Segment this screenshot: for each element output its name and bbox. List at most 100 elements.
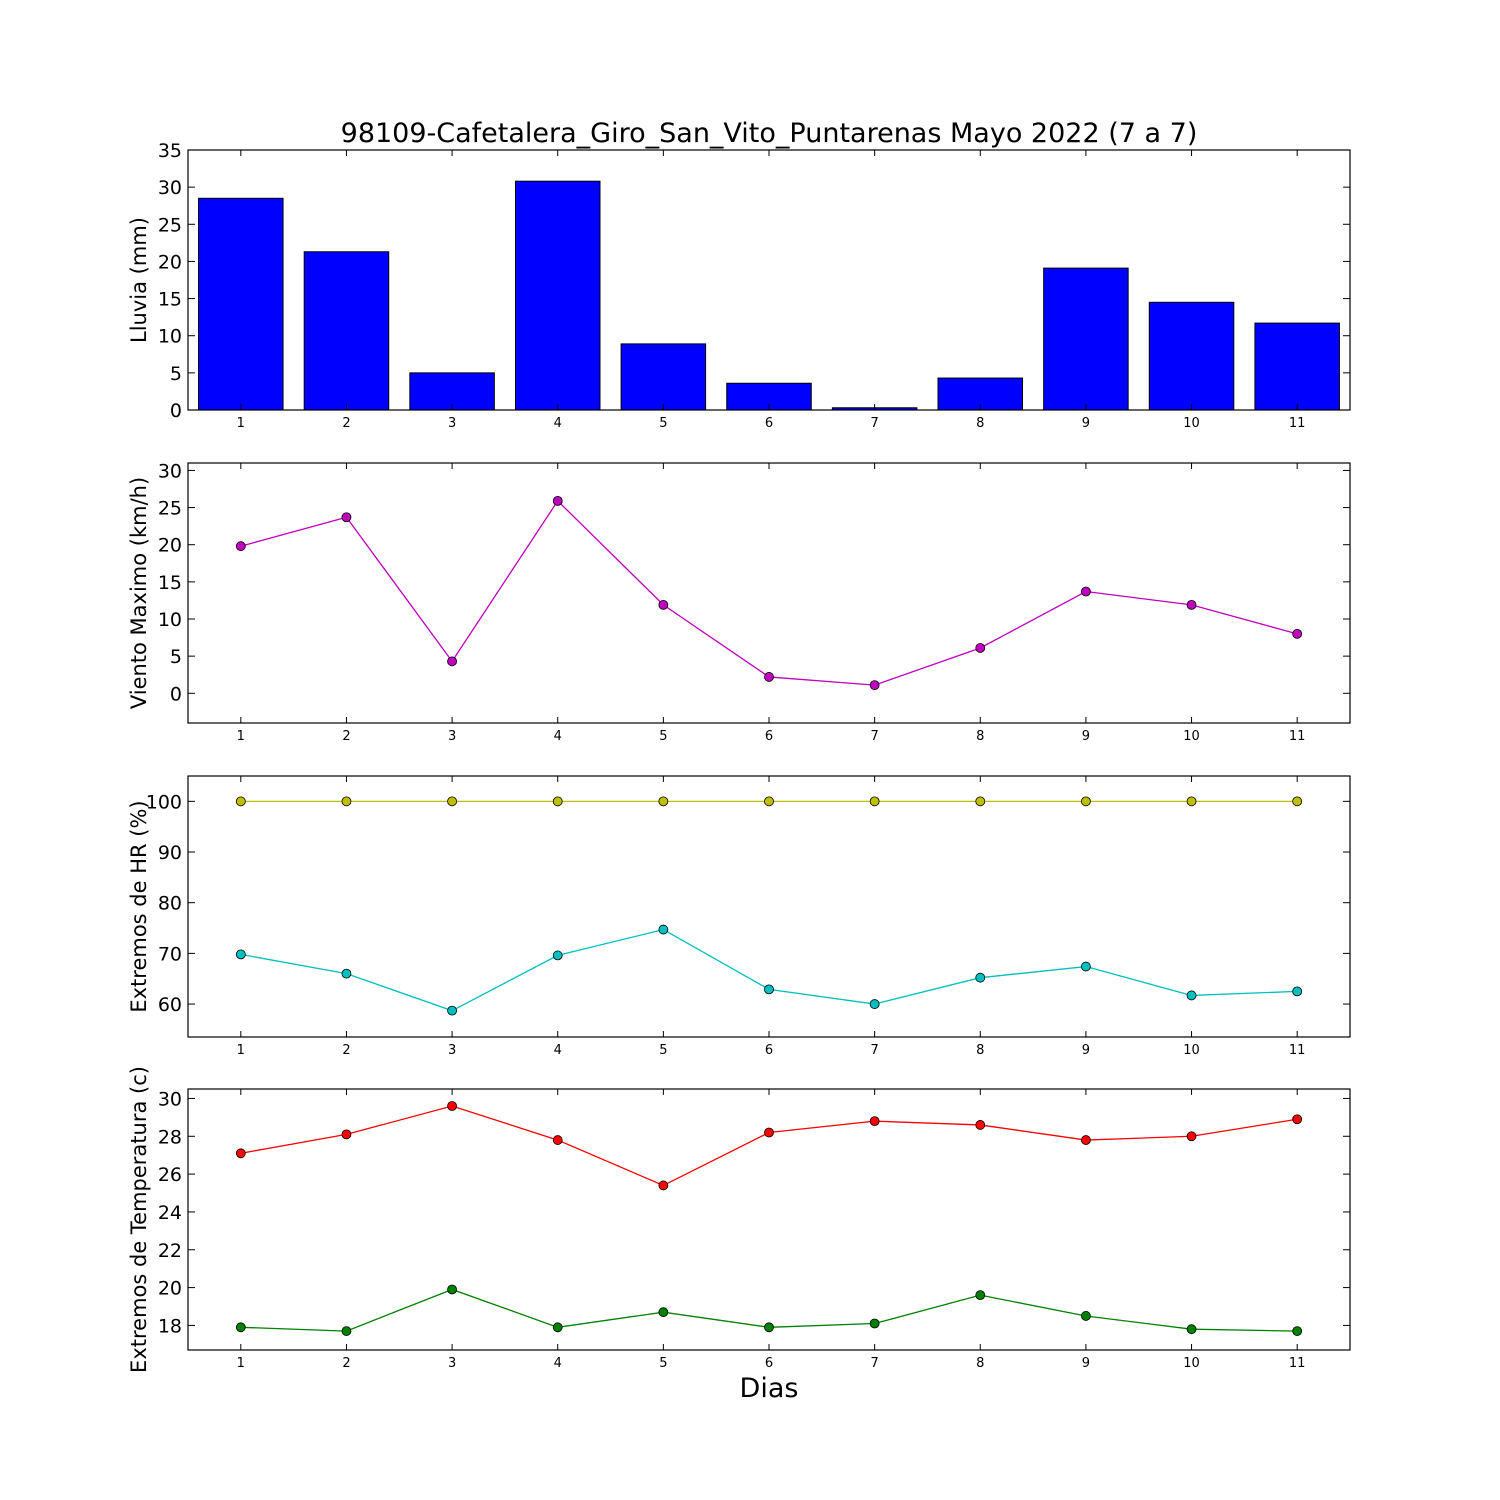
data-point-1-5 xyxy=(658,1307,669,1318)
data-point-1-7 xyxy=(869,1318,880,1329)
x-tick-label: 7 xyxy=(870,1356,878,1371)
y-tick-label: 30 xyxy=(158,177,182,199)
x-tick-label: 9 xyxy=(1082,1356,1090,1371)
x-tick-label: 8 xyxy=(976,1043,984,1058)
x-tick-label: 8 xyxy=(976,416,984,431)
data-point-1-10 xyxy=(1186,1324,1197,1335)
data-point-1-6 xyxy=(764,984,774,995)
data-point-0-7 xyxy=(869,1116,880,1127)
bar-day-4 xyxy=(514,180,601,411)
data-point-0-6 xyxy=(764,796,774,807)
data-point-0-11 xyxy=(1292,628,1303,639)
y-axis-label: Lluvia (mm) xyxy=(127,217,151,343)
bar-day-5 xyxy=(620,343,707,411)
panel-rainfall: 0 5 10 15 20 25 30 35 1 2 3 4 5 6 7 8 9 10 11 Lluvia (mm) xyxy=(127,140,1351,431)
panel-wind: 0 5 10 15 20 25 30 1 2 3 4 5 6 7 8 9 10 11 Viento Maximo (… xyxy=(127,460,1351,744)
panel-temperature: 18 20 22 24 26 28 30 1 2 3 4 5 6 7 8 9 10 11 Extremos de T… xyxy=(127,1066,1351,1373)
data-point-0-5 xyxy=(658,796,669,807)
x-tick-label: 6 xyxy=(765,729,773,744)
data-point-0-9 xyxy=(1081,1135,1091,1145)
y-tick-label: 80 xyxy=(158,893,182,915)
x-tick-label: 11 xyxy=(1289,1043,1306,1058)
data-point-0-5 xyxy=(658,599,669,610)
x-tick-label: 3 xyxy=(448,1356,456,1371)
data-point-0-10 xyxy=(1186,599,1197,610)
x-tick-label: 3 xyxy=(448,729,456,744)
x-tick-label: 1 xyxy=(237,729,245,744)
data-point-1-2 xyxy=(341,1326,352,1336)
data-point-1-4 xyxy=(552,950,563,961)
y-tick-label: 70 xyxy=(158,943,182,965)
x-tick-label: 7 xyxy=(870,729,878,744)
y-axis-label: Extremos de HR (%) xyxy=(127,800,151,1012)
data-point-0-7 xyxy=(869,680,880,691)
y-tick-label: 20 xyxy=(158,535,182,557)
x-tick-label: 10 xyxy=(1183,1356,1200,1371)
data-point-1-3 xyxy=(447,1284,457,1295)
data-point-0-8 xyxy=(975,643,986,653)
y-tick-label: 20 xyxy=(158,1278,182,1300)
data-point-0-10 xyxy=(1186,796,1197,807)
data-point-1-9 xyxy=(1081,961,1091,972)
x-tick-label: 9 xyxy=(1082,416,1090,431)
data-point-0-4 xyxy=(552,1135,563,1145)
data-point-0-3 xyxy=(447,1101,457,1111)
x-tick-label: 2 xyxy=(342,1356,350,1371)
y-tick-label: 24 xyxy=(158,1202,182,1224)
data-point-0-9 xyxy=(1081,586,1091,597)
x-tick-label: 9 xyxy=(1082,729,1090,744)
x-tick-label: 2 xyxy=(342,1043,350,1058)
y-tick-label: 0 xyxy=(170,683,182,705)
data-point-1-8 xyxy=(975,972,986,983)
y-tick-label: 15 xyxy=(158,572,182,594)
x-tick-label: 3 xyxy=(448,416,456,431)
x-tick-label: 4 xyxy=(554,416,562,431)
data-point-0-1 xyxy=(235,1148,246,1159)
x-tick-label: 11 xyxy=(1289,1356,1306,1371)
data-point-0-1 xyxy=(235,541,246,552)
x-tick-label: 4 xyxy=(554,729,562,744)
data-point-0-7 xyxy=(869,796,880,807)
x-tick-label: 7 xyxy=(870,416,878,431)
x-tick-label: 1 xyxy=(237,1356,245,1371)
y-tick-label: 25 xyxy=(158,214,182,236)
data-point-0-10 xyxy=(1186,1131,1197,1142)
x-tick-label: 10 xyxy=(1183,1043,1200,1058)
bar-day-11 xyxy=(1254,322,1340,411)
data-point-1-1 xyxy=(235,949,246,960)
chart-title: 98109-Cafetalera_Giro_San_Vito_Puntarena… xyxy=(341,118,1198,149)
y-axis-label: Extremos de Temperatura (c) xyxy=(127,1066,151,1373)
data-point-0-3 xyxy=(447,656,457,667)
data-point-0-11 xyxy=(1292,796,1303,807)
data-point-1-11 xyxy=(1292,986,1303,997)
x-tick-label: 6 xyxy=(765,416,773,431)
data-point-0-4 xyxy=(552,495,563,506)
y-tick-label: 15 xyxy=(158,289,182,311)
bar-day-3 xyxy=(409,372,495,411)
x-tick-label: 6 xyxy=(765,1043,773,1058)
y-tick-label: 30 xyxy=(158,1088,182,1110)
data-point-1-2 xyxy=(341,968,352,979)
x-tick-label: 4 xyxy=(554,1356,562,1371)
bar-day-9 xyxy=(1043,267,1129,411)
y-tick-label: 35 xyxy=(158,140,182,162)
data-point-1-6 xyxy=(764,1322,774,1333)
data-point-1-9 xyxy=(1081,1311,1091,1321)
data-point-1-3 xyxy=(447,1005,457,1016)
x-tick-label: 8 xyxy=(976,1356,984,1371)
y-tick-label: 22 xyxy=(158,1240,182,1262)
x-tick-label: 11 xyxy=(1289,416,1306,431)
data-point-1-4 xyxy=(552,1322,563,1333)
y-tick-label: 20 xyxy=(158,251,182,273)
x-tick-label: 10 xyxy=(1183,729,1200,744)
data-point-0-6 xyxy=(764,1127,774,1138)
x-tick-label: 1 xyxy=(237,416,245,431)
y-tick-label: 18 xyxy=(158,1315,182,1337)
x-axis-label: Dias xyxy=(740,1373,799,1404)
data-point-1-7 xyxy=(869,999,880,1009)
y-axis-label: Viento Maximo (km/h) xyxy=(127,477,151,709)
data-point-1-1 xyxy=(235,1322,246,1333)
x-tick-label: 7 xyxy=(870,1043,878,1058)
data-point-0-5 xyxy=(658,1180,669,1191)
